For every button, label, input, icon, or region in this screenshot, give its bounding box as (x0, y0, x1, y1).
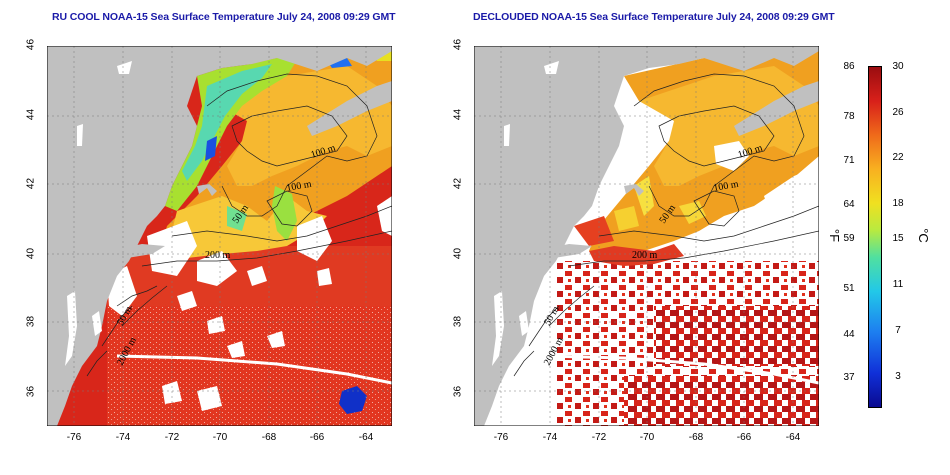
colorbar-gradient (868, 66, 882, 408)
lat-tick-label: 44 (25, 108, 37, 121)
lon-tick-label: -72 (164, 432, 180, 443)
celsius-tick: 3 (895, 371, 901, 382)
lat-tick-label: 42 (25, 177, 37, 190)
lon-tick-label: -76 (66, 432, 82, 443)
lon-tick-label: -66 (309, 432, 325, 443)
land-mass (474, 46, 819, 426)
lat-tick-label: 36 (25, 385, 37, 398)
lat-tick-label: 40 (25, 247, 37, 260)
bathymetry-contours (86, 73, 392, 377)
lat-tick-label: 44 (452, 108, 464, 121)
contour-label: 100 m (713, 179, 740, 194)
temperature-colorbar (868, 66, 882, 408)
swath-edge-line (116, 354, 392, 385)
lon-tick-label: -68 (261, 432, 277, 443)
contour-label: 200 m (632, 250, 658, 261)
fahrenheit-tick: 37 (843, 372, 855, 383)
celsius-tick: 22 (892, 152, 904, 163)
fahrenheit-tick: 51 (843, 283, 855, 294)
fahrenheit-tick: 86 (843, 61, 855, 72)
fahrenheit-tick: 71 (843, 155, 855, 166)
lon-tick-label: -74 (115, 432, 131, 443)
celsius-unit-label: °C (915, 228, 931, 243)
lat-tick-label: 46 (25, 38, 37, 51)
contour-label: 100 m (286, 179, 313, 194)
celsius-tick: 26 (892, 107, 904, 118)
lon-tick-label: -68 (688, 432, 704, 443)
celsius-tick: 15 (892, 233, 904, 244)
lon-tick-label: -76 (493, 432, 509, 443)
lon-tick-label: -70 (212, 432, 228, 443)
fahrenheit-tick: 78 (843, 111, 855, 122)
cool-coastal-water (165, 58, 297, 211)
swath-edge-line (543, 354, 819, 385)
lat-tick-label: 46 (452, 38, 464, 51)
right-map-title: DECLOUDED NOAA-15 Sea Surface Temperatur… (473, 11, 835, 23)
fahrenheit-unit-label: °F (827, 228, 843, 243)
celsius-tick: 7 (895, 325, 901, 336)
lat-tick-label: 42 (452, 177, 464, 190)
declouded-sst-map: 100 m 100 m 50 m 200 m 50 m 2000 m (474, 46, 819, 426)
lat-tick-label: 38 (25, 315, 37, 328)
celsius-tick: 18 (892, 198, 904, 209)
lon-tick-label: -72 (591, 432, 607, 443)
lon-tick-label: -70 (639, 432, 655, 443)
contour-label: 200 m (205, 250, 231, 261)
lat-tick-label: 40 (452, 247, 464, 260)
fahrenheit-tick: 59 (843, 233, 855, 244)
graticule (474, 46, 819, 426)
celsius-tick: 11 (892, 279, 904, 290)
lat-tick-label: 38 (452, 315, 464, 328)
cold-eddy-patch (339, 386, 367, 414)
land-mass (47, 46, 392, 426)
left-map-title: RU COOL NOAA-15 Sea Surface Temperature … (52, 11, 396, 23)
lon-tick-label: -64 (785, 432, 801, 443)
lon-tick-label: -64 (358, 432, 374, 443)
bathymetry-contours (513, 73, 819, 377)
fahrenheit-tick: 64 (843, 199, 855, 210)
graticule (47, 46, 392, 426)
lat-tick-label: 36 (452, 385, 464, 398)
fahrenheit-tick: 44 (843, 329, 855, 340)
celsius-tick: 30 (892, 61, 904, 72)
lon-tick-label: -74 (542, 432, 558, 443)
lon-tick-label: -66 (736, 432, 752, 443)
raw-sst-map: 100 m 100 m 50 m 200 m 50 m 2000 m (47, 46, 392, 426)
